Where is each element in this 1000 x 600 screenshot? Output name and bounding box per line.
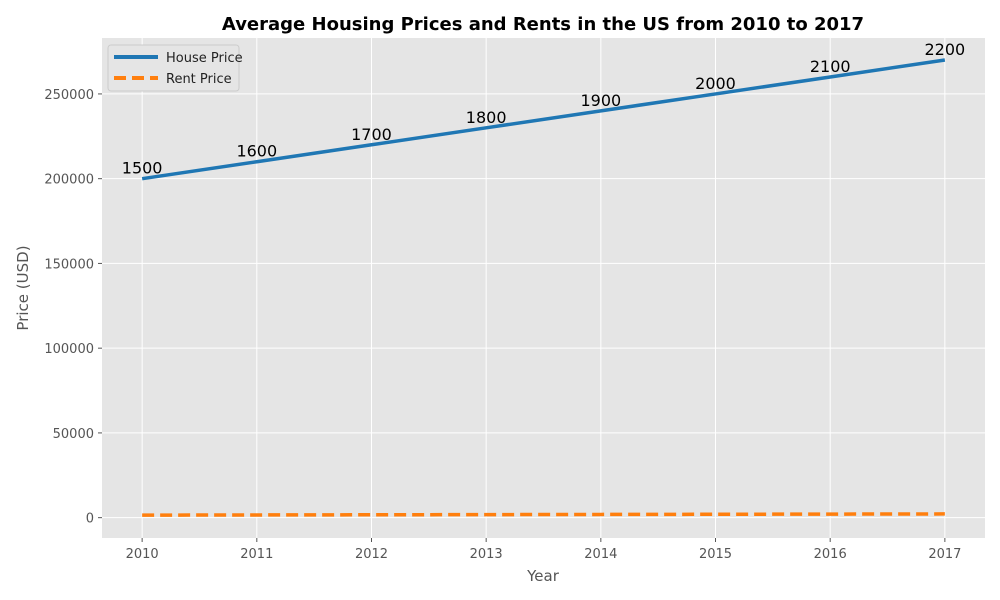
x-tick-label: 2015 [699,547,732,562]
y-axis-label: Price (USD) [14,245,32,330]
annotation-label: 2000 [695,74,736,93]
legend-label-rent-price: Rent Price [166,72,232,87]
x-tick-label: 2012 [355,547,388,562]
y-tick-label: 0 [86,512,94,527]
grid [102,38,985,538]
y-tick-label: 100000 [44,342,94,357]
y-axis-ticks: 0 50000 100000 150000 200000 250000 [44,88,102,527]
y-tick-label: 200000 [44,173,94,188]
chart-title: Average Housing Prices and Rents in the … [222,14,864,35]
legend: House Price Rent Price [107,44,243,92]
series-line-rent-price [142,512,945,517]
annotation-label: 1900 [580,91,621,110]
x-tick-label: 2017 [928,547,961,562]
x-tick-label: 2013 [470,547,503,562]
series-line-house-price [141,58,946,181]
plot-area [102,38,985,538]
x-tick-label: 2010 [126,547,159,562]
annotation-label: 1500 [122,159,163,178]
x-tick-label: 2014 [584,547,617,562]
annotation-label: 2100 [810,57,851,76]
x-axis-ticks: 2010 2011 2012 2013 2014 2015 2016 2017 [126,538,961,562]
x-tick-label: 2011 [240,547,273,562]
annotations: 1500 1600 1700 1800 1900 2000 2100 2200 [122,40,965,178]
annotation-label: 1700 [351,125,392,144]
y-tick-label: 150000 [44,257,94,272]
series-lines [141,58,946,517]
legend-label-house-price: House Price [166,51,243,66]
annotation-label: 2200 [925,40,966,59]
y-tick-label: 50000 [53,427,94,442]
y-tick-label: 250000 [44,88,94,103]
x-tick-label: 2016 [814,547,847,562]
annotation-label: 1600 [236,142,277,161]
annotation-label: 1800 [466,108,507,127]
x-axis-label: Year [526,567,560,585]
